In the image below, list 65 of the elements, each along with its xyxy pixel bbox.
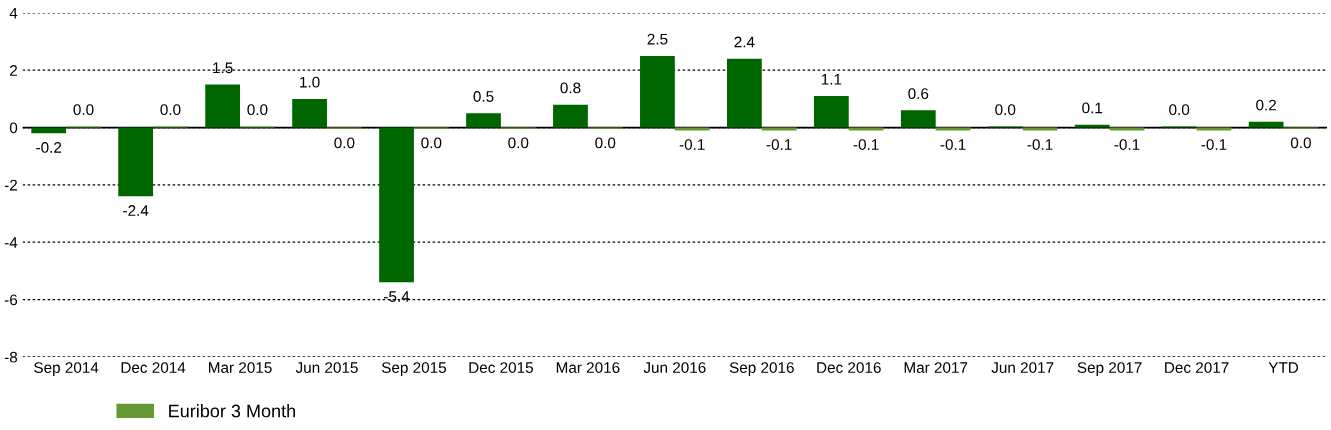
data-label: 0.0	[995, 104, 1016, 116]
data-label: 0.1	[1082, 102, 1103, 114]
data-label: 0.0	[1169, 104, 1190, 116]
data-label: 0.0	[160, 104, 181, 116]
x-tick-label: Sep 2016	[729, 362, 794, 376]
x-tick-label: YTD	[1268, 362, 1299, 373]
x-tick-label: Mar 2016	[556, 362, 620, 373]
data-label: -5.4	[384, 291, 410, 302]
data-label: 2.5	[647, 33, 668, 45]
bar	[292, 98, 327, 128]
y-tick-label: -2	[4, 179, 17, 191]
y-tick-label: 0	[9, 122, 18, 134]
bar	[640, 55, 675, 128]
bar	[900, 110, 936, 128]
bar	[379, 127, 414, 283]
bar	[466, 113, 501, 128]
legend-label: Euribor 3 Month	[169, 404, 295, 418]
data-label: -0.1	[1114, 139, 1140, 150]
data-label: 0.0	[1290, 137, 1311, 149]
x-tick-label: Mar 2015	[209, 362, 272, 373]
data-label: 0.2	[1256, 99, 1276, 111]
x-tick-label: Dec 2017	[1165, 362, 1229, 373]
x-tick-label: Jun 2016	[643, 362, 706, 373]
data-label: -0.2	[36, 142, 62, 153]
x-tick-label: Dec 2016	[817, 362, 881, 373]
data-label: -0.1	[766, 139, 792, 150]
data-label: 0.5	[473, 91, 494, 102]
y-tick-label: 4	[9, 7, 18, 19]
bar	[1074, 124, 1110, 128]
data-label: 1.5	[213, 62, 233, 74]
data-label: 0.0	[334, 137, 355, 149]
y-tick-label: 2	[10, 65, 17, 76]
data-label: -0.1	[1027, 139, 1053, 150]
data-label: -0.1	[1201, 139, 1227, 150]
x-tick-label: Mar 2017	[904, 362, 968, 373]
bar	[205, 84, 241, 128]
data-label: -0.1	[940, 139, 966, 150]
x-tick-label: Sep 2015	[381, 362, 447, 376]
data-label: 0.0	[73, 104, 94, 116]
data-label: 0.0	[247, 104, 268, 116]
bar	[1248, 121, 1284, 128]
data-label: 0.0	[421, 137, 442, 149]
data-label: 1.1	[821, 74, 842, 85]
data-label: -0.1	[853, 139, 879, 150]
x-tick-label: Jun 2015	[295, 362, 358, 373]
data-label: 0.0	[595, 137, 616, 149]
data-label: 2.4	[734, 36, 755, 48]
data-label: -2.4	[123, 205, 149, 216]
y-tick-label: -4	[4, 237, 18, 248]
data-label: 0.0	[508, 137, 529, 149]
bar	[118, 127, 154, 197]
y-tick-label: -8	[4, 351, 18, 363]
data-label: -0.1	[679, 139, 705, 150]
data-label: 0.8	[560, 82, 581, 94]
bar	[553, 104, 588, 128]
x-tick-label: Dec 2015	[469, 362, 533, 373]
x-tick-label: Jun 2017	[991, 362, 1054, 373]
data-label: 0.6	[908, 88, 929, 100]
x-tick-label: Sep 2017	[1077, 362, 1142, 376]
x-tick-label: Dec 2014	[121, 362, 186, 373]
x-tick-label: Sep 2014	[34, 362, 99, 376]
y-tick-label: -6	[4, 294, 18, 306]
data-label: 1.0	[300, 76, 320, 88]
bar	[813, 96, 849, 128]
bar	[726, 58, 762, 128]
